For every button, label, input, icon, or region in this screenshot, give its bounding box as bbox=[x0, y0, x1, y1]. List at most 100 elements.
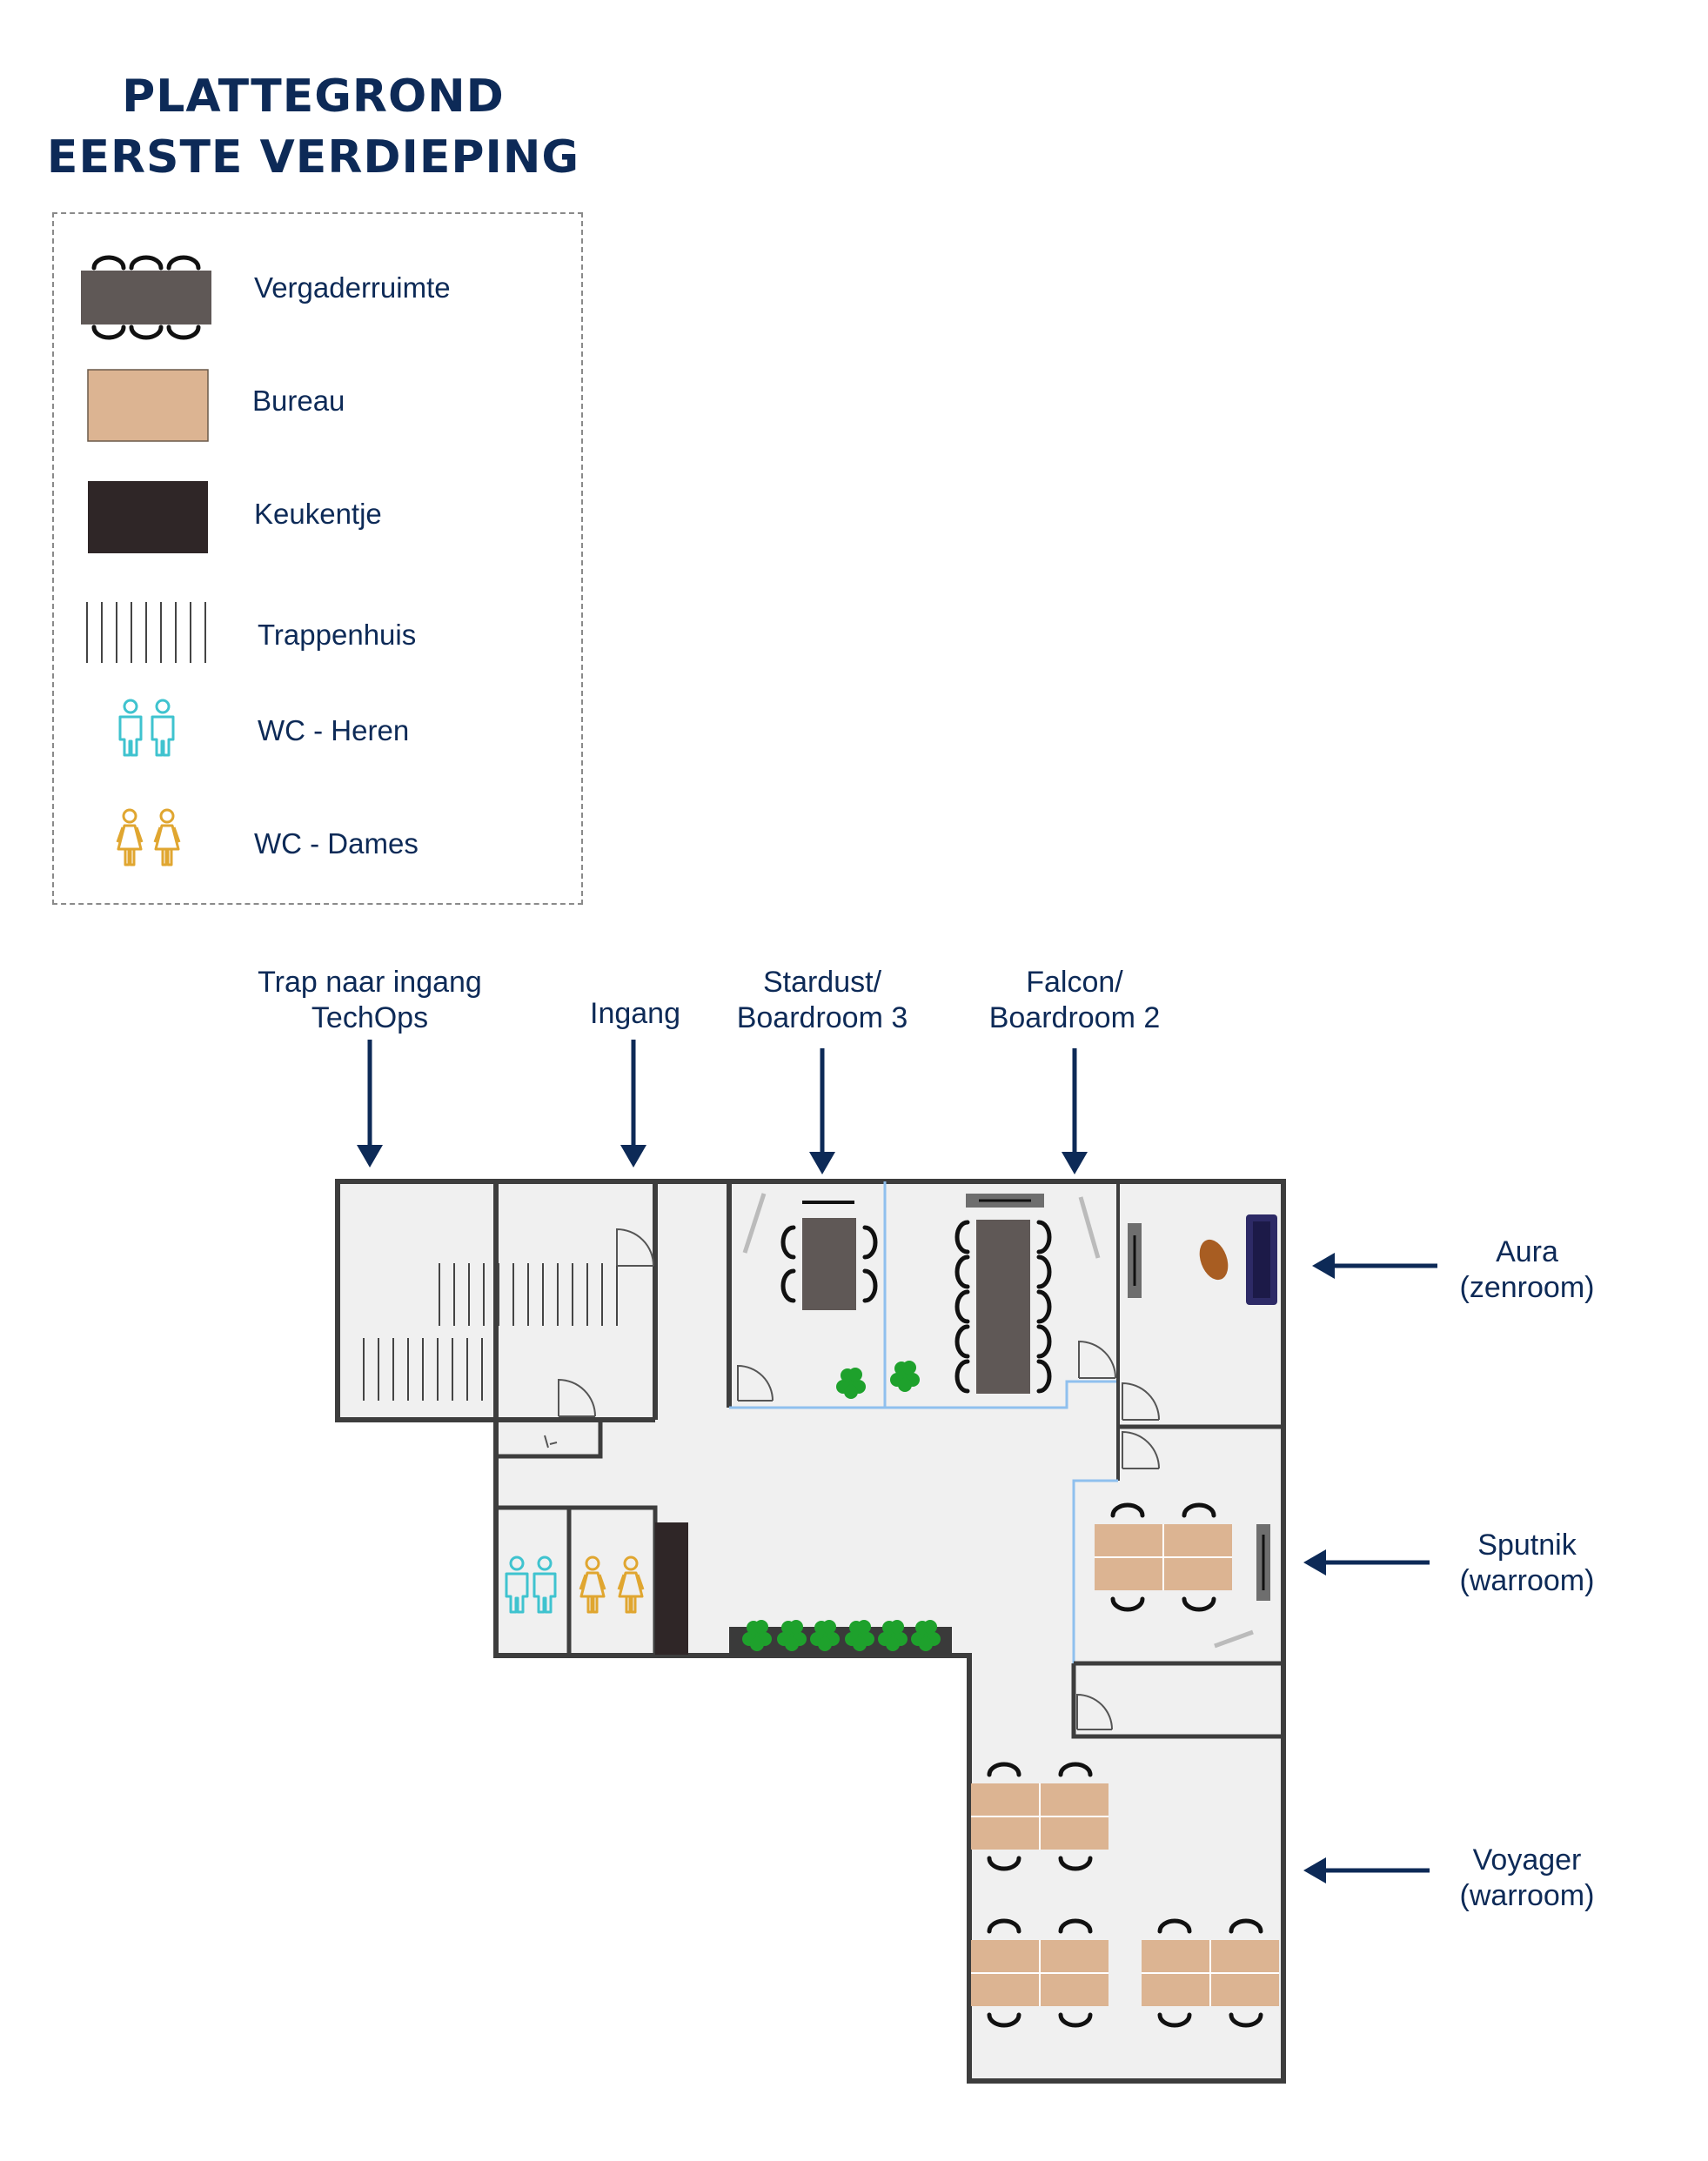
chair-icon bbox=[954, 1254, 970, 1289]
chair-icon bbox=[1058, 2012, 1093, 2028]
arrow-head bbox=[1303, 1857, 1326, 1883]
chair-icon bbox=[954, 1324, 970, 1359]
meeting-table bbox=[976, 1220, 1030, 1394]
plant-icon bbox=[853, 1637, 867, 1651]
person-arms bbox=[153, 826, 181, 843]
person-arms bbox=[617, 1574, 645, 1590]
person-head bbox=[159, 808, 175, 824]
wall bbox=[1071, 1663, 1283, 1739]
chair-icon bbox=[987, 1918, 1021, 1934]
chair-icon bbox=[1229, 1918, 1263, 1934]
callout-arrows bbox=[357, 1040, 1437, 1883]
plant-icon bbox=[848, 1368, 862, 1382]
callout-falcon-line1: Falcon/ bbox=[1026, 966, 1123, 999]
legend-kitchen bbox=[88, 481, 208, 553]
callout-trap: Trap naar ingang TechOps bbox=[196, 965, 544, 1036]
outer-wall bbox=[335, 1179, 1286, 2084]
legend-label-stairs: Trappenhuis bbox=[258, 619, 417, 651]
person-legs bbox=[124, 849, 136, 866]
person-body bbox=[118, 715, 143, 757]
door-swing bbox=[737, 1364, 774, 1402]
person-arms bbox=[579, 1574, 606, 1590]
chair-icon bbox=[1110, 1596, 1145, 1612]
door-swing bbox=[1122, 1430, 1160, 1469]
chair-icon bbox=[1058, 1762, 1093, 1777]
person-head bbox=[509, 1556, 525, 1571]
person-legs bbox=[586, 1596, 599, 1614]
callout-voyager-line1: Voyager bbox=[1472, 1843, 1582, 1877]
plant-icon bbox=[886, 1637, 900, 1651]
person-head bbox=[123, 699, 138, 714]
chair-icon bbox=[1182, 1596, 1216, 1612]
legend-symbols bbox=[81, 255, 211, 866]
legend-desk bbox=[87, 369, 209, 442]
sofa-seat bbox=[1253, 1221, 1270, 1298]
chair-icon bbox=[987, 1762, 1021, 1777]
callout-aura: Aura (zenroom) bbox=[1414, 1234, 1640, 1306]
chair-icon bbox=[987, 1856, 1021, 1871]
meeting-table bbox=[802, 1218, 856, 1310]
door-swing bbox=[558, 1378, 596, 1417]
chair-icon bbox=[91, 324, 126, 340]
plant-icon bbox=[789, 1620, 803, 1634]
kitchen bbox=[655, 1522, 688, 1655]
door-icon bbox=[544, 1435, 558, 1448]
legend-label-wc-women: WC - Dames bbox=[254, 827, 419, 860]
chair-icon bbox=[780, 1225, 796, 1260]
whiteboard bbox=[742, 1193, 767, 1254]
person-head bbox=[623, 1556, 639, 1571]
utility-room bbox=[493, 1417, 603, 1459]
page-title-line1: PLATTEGROND bbox=[122, 70, 505, 123]
whiteboard bbox=[1214, 1629, 1254, 1649]
chair-icon bbox=[1058, 1918, 1093, 1934]
callout-sputnik: Sputnik (warroom) bbox=[1414, 1528, 1640, 1599]
plant-icon bbox=[844, 1385, 858, 1399]
door-swing bbox=[1076, 1693, 1113, 1730]
chair-icon bbox=[1157, 2012, 1192, 2028]
floor-area bbox=[496, 1420, 969, 1656]
chair-icon bbox=[1182, 1502, 1216, 1518]
chair-icon bbox=[1036, 1359, 1052, 1394]
chair-icon bbox=[1036, 1220, 1052, 1254]
callout-voyager: Voyager (warroom) bbox=[1414, 1843, 1640, 1914]
door-icon bbox=[1122, 1382, 1160, 1421]
legend-label-meeting: Vergaderruimte bbox=[254, 271, 451, 304]
callout-aura-line1: Aura bbox=[1496, 1235, 1558, 1268]
callout-falcon-line2: Boardroom 2 bbox=[988, 1001, 1161, 1034]
legend-label-wc-men: WC - Heren bbox=[258, 714, 410, 746]
callout-trap-line2: TechOps bbox=[311, 1001, 429, 1034]
callout-stardust: Stardust/ Boardroom 3 bbox=[692, 965, 953, 1036]
plan-body bbox=[335, 1179, 1286, 2084]
legend bbox=[52, 212, 583, 905]
chair-icon bbox=[1058, 1856, 1093, 1871]
plant-icon bbox=[818, 1637, 832, 1651]
person-body bbox=[151, 715, 175, 757]
callout-ingang-line1: Ingang bbox=[590, 997, 680, 1030]
arrow-head bbox=[357, 1145, 383, 1167]
door-icon bbox=[616, 1228, 654, 1267]
door-icon bbox=[558, 1378, 596, 1417]
callout-stardust-line1: Stardust/ bbox=[762, 966, 882, 999]
chair-icon bbox=[91, 255, 126, 271]
chair-icon bbox=[862, 1225, 878, 1260]
person-body bbox=[532, 1572, 557, 1614]
plant-icon bbox=[754, 1620, 768, 1634]
chair-icon bbox=[780, 1268, 796, 1303]
door-icon bbox=[1122, 1430, 1160, 1469]
plant-icon bbox=[902, 1361, 916, 1375]
chair-icon bbox=[1229, 2012, 1263, 2028]
arrow-head bbox=[1062, 1152, 1088, 1174]
arrow-head bbox=[620, 1145, 646, 1167]
person-head bbox=[122, 808, 137, 824]
person-head bbox=[585, 1556, 600, 1571]
person-legs bbox=[161, 849, 173, 866]
plant-icon bbox=[750, 1637, 764, 1651]
chair-icon bbox=[166, 324, 201, 340]
chair-icon bbox=[954, 1220, 970, 1254]
callout-voyager-line2: (warroom) bbox=[1459, 1879, 1595, 1912]
person-arms bbox=[116, 826, 144, 843]
chair-icon bbox=[954, 1289, 970, 1324]
person-legs bbox=[625, 1596, 637, 1614]
glass-wall bbox=[1072, 1479, 1118, 1663]
